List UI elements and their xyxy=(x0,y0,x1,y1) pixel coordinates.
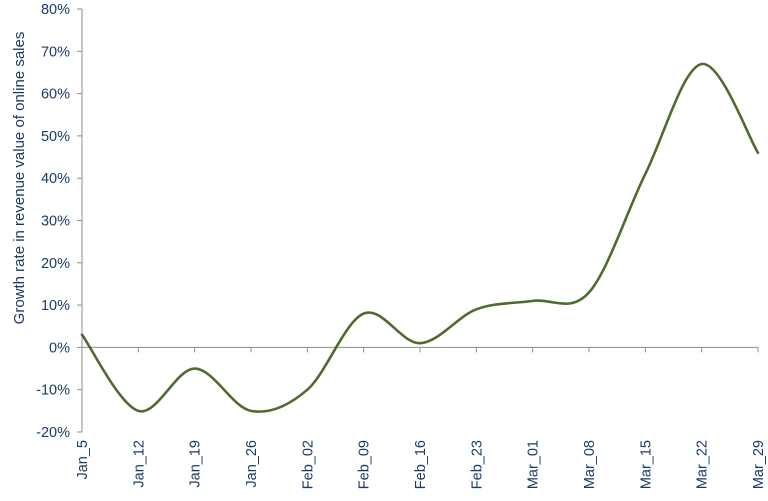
series-lines xyxy=(80,62,760,413)
x-tick-label: Mar_22 xyxy=(695,440,711,489)
y-tick-label: 30% xyxy=(41,214,70,230)
y-tick-label: 80% xyxy=(41,2,70,18)
y-axis-label: Growth rate in revenue value of online s… xyxy=(11,32,28,325)
y-tick-label: 20% xyxy=(41,256,70,272)
y-tick-label: 40% xyxy=(41,171,70,187)
y-tick-label: 70% xyxy=(41,44,70,60)
x-tick-label: Jan_12 xyxy=(131,440,147,488)
x-tick-label: Mar_01 xyxy=(526,440,542,489)
y-tick-label: 60% xyxy=(41,87,70,103)
axes xyxy=(77,8,759,433)
y-tick-label: -20% xyxy=(36,425,70,441)
y-tick-label: -10% xyxy=(36,383,70,399)
x-tick-labels: Jan_5 Jan_12 Jan_19 Jan_26 Feb_02 Feb_09 Feb_1… xyxy=(75,440,767,489)
x-tick-label: Mar_29 xyxy=(751,440,767,489)
x-tick-label: Feb_16 xyxy=(413,440,429,489)
series-line xyxy=(80,62,760,413)
x-tick-label: Mar_08 xyxy=(582,440,598,489)
x-tick-label: Feb_23 xyxy=(469,440,485,489)
y-tick-label: 10% xyxy=(41,298,70,314)
x-tick-label: Feb_09 xyxy=(357,440,373,489)
y-tick-label: 0% xyxy=(49,340,70,356)
y-tick-labels: -20% -10% 0% 10% 20% 30% 40% 50% 60% 70% 80% xyxy=(36,2,70,441)
x-tick-label: Mar_15 xyxy=(638,440,654,489)
x-tick-label: Jan_19 xyxy=(188,440,204,488)
x-tick-label: Jan_5 xyxy=(75,440,91,480)
x-tick-label: Jan_26 xyxy=(244,440,260,488)
x-tick-label: Feb_02 xyxy=(300,440,316,489)
y-tick-label: 50% xyxy=(41,129,70,145)
